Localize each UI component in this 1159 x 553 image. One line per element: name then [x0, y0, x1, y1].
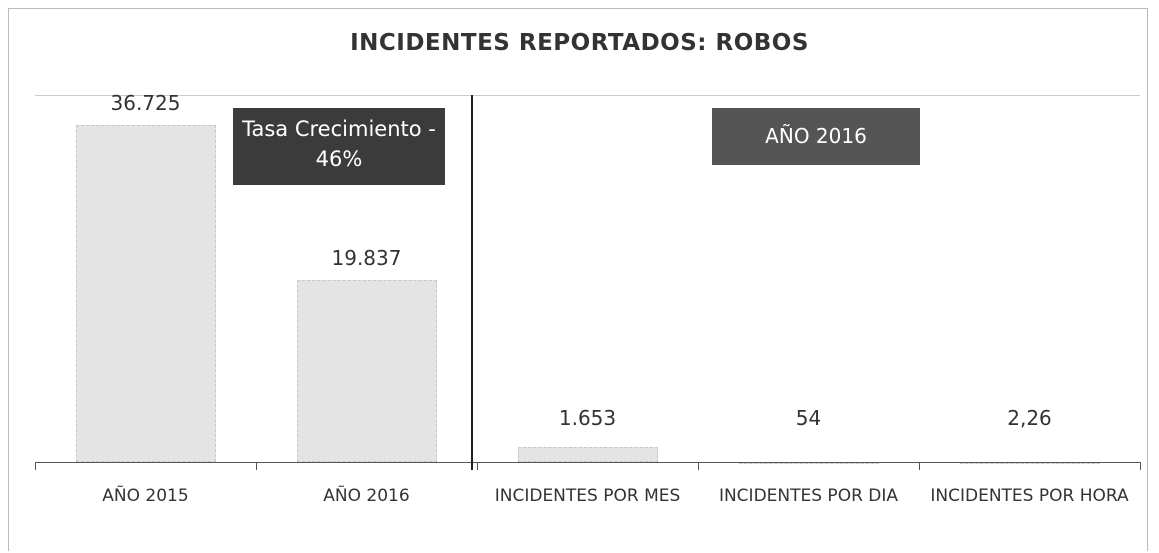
x-tick	[477, 462, 478, 470]
value-label: 54	[795, 406, 822, 430]
bar	[296, 279, 437, 462]
plot-area	[35, 95, 1140, 462]
value-label: 1.653	[558, 406, 617, 430]
x-tick	[919, 462, 920, 470]
x-tick-label: AÑO 2016	[323, 486, 410, 506]
x-tick-label: AÑO 2015	[102, 486, 189, 506]
x-tick-label: INCIDENTES POR MES	[494, 486, 681, 506]
chart-title: INCIDENTES REPORTADOS: ROBOS	[350, 30, 809, 56]
annotation: Tasa Crecimiento - 46%	[233, 108, 445, 185]
value-label: 19.837	[331, 245, 402, 270]
bar	[75, 125, 216, 462]
value-label: 2,26	[1007, 406, 1052, 430]
baseline	[35, 462, 1140, 463]
x-tick-label: INCIDENTES POR HORA	[930, 486, 1129, 506]
annotation: AÑO 2016	[712, 108, 920, 165]
chart-frame	[8, 8, 1148, 551]
value-label: 36.725	[110, 91, 181, 116]
bar	[517, 446, 658, 462]
x-tick	[1140, 462, 1141, 470]
x-tick	[256, 462, 257, 470]
x-tick	[698, 462, 699, 470]
x-tick-label: INCIDENTES POR DIA	[718, 486, 899, 506]
x-tick	[35, 462, 36, 470]
divider	[471, 95, 473, 470]
